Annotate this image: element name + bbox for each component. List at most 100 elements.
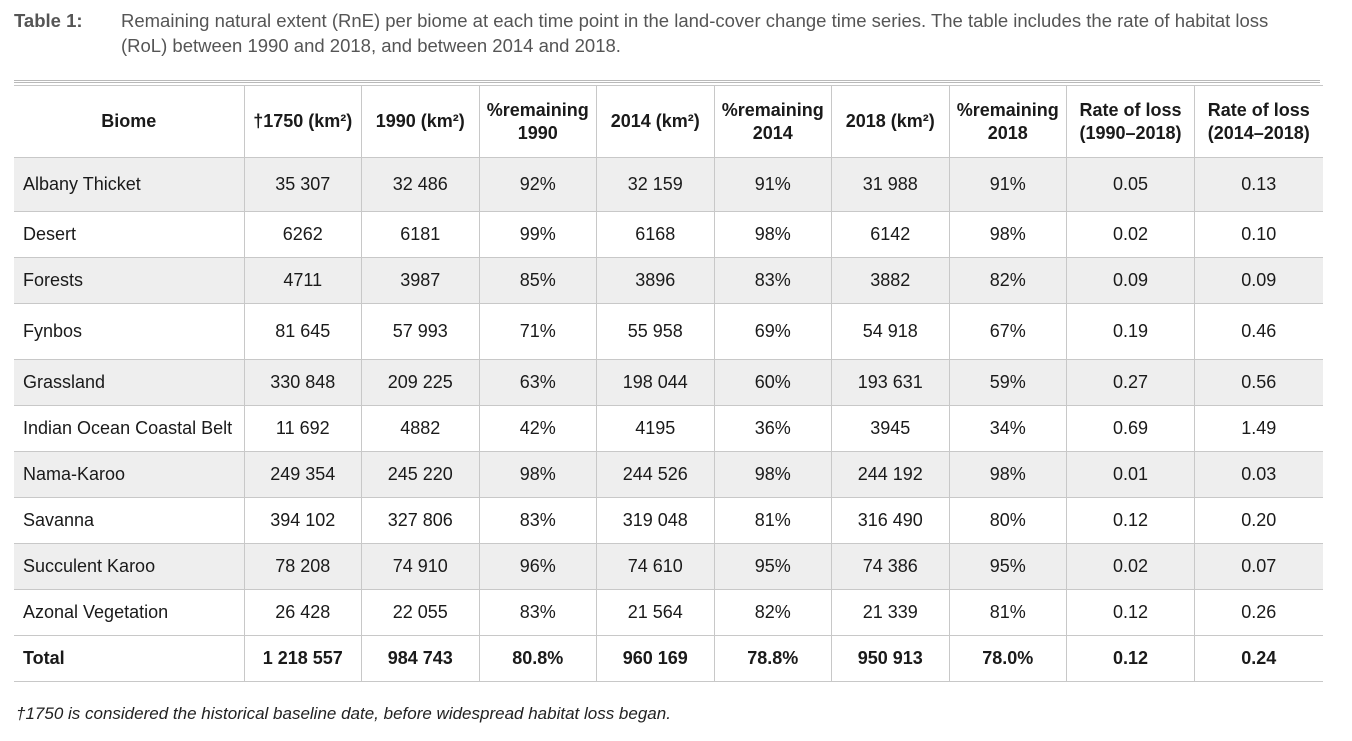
- biome-name-cell: Succulent Karoo: [14, 543, 245, 590]
- table-cell: 3896: [596, 257, 715, 304]
- header-row: Biome †1750 (km²) 1990 (km²) %remaining 1990…: [14, 85, 1323, 158]
- table-row: Succulent Karoo 78 208 74 910 96% 74 610 95% 7…: [14, 543, 1323, 590]
- table-container: Biome †1750 (km²) 1990 (km²) %remaining 1990…: [14, 80, 1323, 682]
- table-cell: 6181: [361, 211, 480, 258]
- table-row: Fynbos 81 645 57 993 71% 55 958 69% 54 918 67% 0…: [14, 303, 1323, 360]
- biome-name-cell: Grassland: [14, 359, 245, 406]
- column-header-text: (1990–2018): [1079, 122, 1182, 143]
- table-cell: 6262: [243, 211, 362, 258]
- table-cell: 98%: [948, 211, 1067, 258]
- table-cell: 34%: [948, 405, 1067, 452]
- table-cell: 0.26: [1194, 589, 1323, 636]
- biome-name-cell: Azonal Vegetation: [14, 589, 245, 636]
- column-header-text: 2014: [752, 122, 793, 143]
- table-cell: 67%: [948, 303, 1067, 360]
- table-cell: 98%: [478, 451, 597, 498]
- table-cell: 4195: [596, 405, 715, 452]
- table-cell: 0.20: [1194, 497, 1323, 544]
- table-cell: 91%: [713, 157, 832, 212]
- table-row: Forests 4711 3987 85% 3896 83% 3882 82% 0.09 0.09: [14, 257, 1323, 304]
- column-header: %remaining 1990: [478, 85, 597, 158]
- table-cell: 3987: [361, 257, 480, 304]
- table-cell: 92%: [478, 157, 597, 212]
- table-cell: 96%: [478, 543, 597, 590]
- table-cell: 0.07: [1194, 543, 1323, 590]
- table-cell: 71%: [478, 303, 597, 360]
- column-header: †1750 (km²): [243, 85, 362, 158]
- total-cell: 960 169: [596, 635, 715, 682]
- table-cell: 0.03: [1194, 451, 1323, 498]
- table-cell: 83%: [713, 257, 832, 304]
- table-cell: 83%: [478, 589, 597, 636]
- column-header-text: %remaining: [721, 99, 824, 120]
- table-cell: 394 102: [243, 497, 362, 544]
- biome-name-cell: Forests: [14, 257, 245, 304]
- column-header: %remaining 2014: [713, 85, 832, 158]
- table-cell: 78 208: [243, 543, 362, 590]
- table-cell: 6168: [596, 211, 715, 258]
- table-row: Desert 6262 6181 99% 6168 98% 6142 98% 0.02 0.10: [14, 211, 1323, 258]
- total-cell: 950 913: [831, 635, 950, 682]
- table-cell: 98%: [713, 211, 832, 258]
- table-cell: 54 918: [831, 303, 950, 360]
- table-cell: 0.02: [1066, 211, 1195, 258]
- table-cell: 1.49: [1194, 405, 1323, 452]
- table-cell: 55 958: [596, 303, 715, 360]
- table-row: Savanna 394 102 327 806 83% 319 048 81% 316 49…: [14, 497, 1323, 544]
- total-cell: 80.8%: [478, 635, 597, 682]
- biome-name-cell: Indian Ocean Coastal Belt: [14, 405, 245, 452]
- total-cell: 1 218 557: [243, 635, 362, 682]
- table-row: Albany Thicket 35 307 32 486 92% 32 159 91% 31…: [14, 157, 1323, 212]
- column-header-text: Rate of loss: [1079, 99, 1182, 120]
- column-header: 1990 (km²): [361, 85, 480, 158]
- table-cell: 36%: [713, 405, 832, 452]
- total-label-cell: Total: [14, 635, 245, 682]
- column-header: Rate of loss (2014–2018): [1194, 85, 1323, 158]
- table-cell: 26 428: [243, 589, 362, 636]
- table-cell: 81%: [713, 497, 832, 544]
- table-cell: 0.09: [1066, 257, 1195, 304]
- table-cell: 81 645: [243, 303, 362, 360]
- table-row: Azonal Vegetation 26 428 22 055 83% 21 564 82…: [14, 589, 1323, 636]
- table-cell: 0.01: [1066, 451, 1195, 498]
- table-cell: 95%: [713, 543, 832, 590]
- total-cell: 78.0%: [948, 635, 1067, 682]
- table-cell: 3882: [831, 257, 950, 304]
- table-cell: 32 159: [596, 157, 715, 212]
- table-cell: 0.69: [1066, 405, 1195, 452]
- table-cell: 0.12: [1066, 589, 1195, 636]
- table-header: Biome †1750 (km²) 1990 (km²) %remaining 1990…: [14, 85, 1323, 158]
- table-cell: 4882: [361, 405, 480, 452]
- table-cell: 83%: [478, 497, 597, 544]
- total-cell: 984 743: [361, 635, 480, 682]
- table-cell: 0.19: [1066, 303, 1195, 360]
- table-cell: 244 192: [831, 451, 950, 498]
- column-header-text: 2018: [987, 122, 1028, 143]
- table-cell: 0.09: [1194, 257, 1323, 304]
- table-cell: 98%: [948, 451, 1067, 498]
- biome-name-cell: Albany Thicket: [14, 157, 245, 212]
- table-cell: 327 806: [361, 497, 480, 544]
- table-cell: 21 564: [596, 589, 715, 636]
- column-header: 2014 (km²): [596, 85, 715, 158]
- column-header-text: %remaining: [486, 99, 589, 120]
- table-row: Indian Ocean Coastal Belt 11 692 4882 42% 41…: [14, 405, 1323, 452]
- column-header: %remaining 2018: [948, 85, 1067, 158]
- footnote: †1750 is considered the historical basel…: [16, 704, 671, 723]
- table-cell: 4711: [243, 257, 362, 304]
- table-cell: 63%: [478, 359, 597, 406]
- table-cell: 80%: [948, 497, 1067, 544]
- column-header: 2018 (km²): [831, 85, 950, 158]
- table-cell: 0.12: [1066, 497, 1195, 544]
- table-cell: 74 610: [596, 543, 715, 590]
- table-cell: 0.02: [1066, 543, 1195, 590]
- table-cell: 316 490: [831, 497, 950, 544]
- column-header: Biome: [14, 85, 245, 158]
- table-cell: 193 631: [831, 359, 950, 406]
- table-cell: 6142: [831, 211, 950, 258]
- table-cell: 31 988: [831, 157, 950, 212]
- caption-label: Table 1:: [14, 10, 83, 31]
- table-cell: 95%: [948, 543, 1067, 590]
- table-cell: 0.13: [1194, 157, 1323, 212]
- column-header-text: 1990: [517, 122, 558, 143]
